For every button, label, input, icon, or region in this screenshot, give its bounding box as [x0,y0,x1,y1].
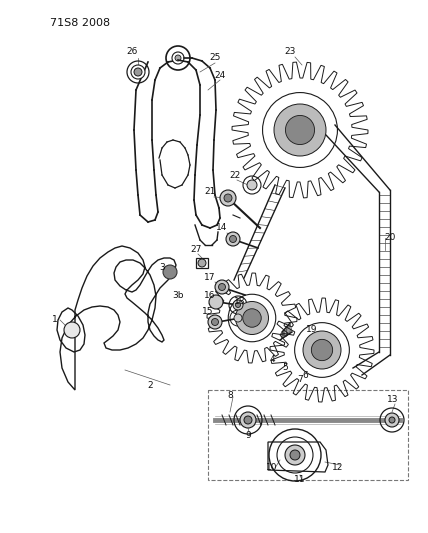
Circle shape [163,265,177,279]
Text: 71S8 2008: 71S8 2008 [50,18,110,28]
Circle shape [233,300,243,310]
Text: 16: 16 [204,290,216,300]
Circle shape [219,284,226,290]
Text: 21: 21 [204,188,216,197]
Text: 2: 2 [147,381,153,390]
Circle shape [244,416,252,424]
Circle shape [311,340,333,361]
Text: 3: 3 [159,263,165,272]
Text: 7: 7 [297,376,303,384]
Text: 26: 26 [126,47,138,56]
Text: 17: 17 [204,273,216,282]
Text: 23: 23 [284,47,296,56]
Circle shape [290,450,300,460]
Circle shape [198,259,206,267]
Circle shape [285,116,315,144]
Text: 12: 12 [332,464,344,472]
Text: 3b: 3b [172,290,184,300]
Circle shape [131,65,145,79]
Circle shape [285,445,305,465]
Circle shape [211,319,219,326]
Text: 15: 15 [202,308,214,317]
Text: 5: 5 [282,364,288,373]
Circle shape [134,68,142,76]
Circle shape [226,232,240,246]
Circle shape [172,52,184,64]
Circle shape [234,314,242,322]
Circle shape [240,412,256,428]
Circle shape [303,331,341,369]
Circle shape [247,180,257,190]
Circle shape [208,315,222,329]
Text: 13: 13 [387,395,399,405]
Circle shape [64,322,80,338]
Circle shape [175,55,181,61]
Text: 8: 8 [227,391,233,400]
Circle shape [209,295,223,309]
Text: 22: 22 [229,171,241,180]
Circle shape [389,417,395,423]
Text: 11: 11 [294,475,306,484]
Circle shape [220,190,236,206]
Text: 1: 1 [52,316,58,325]
Circle shape [229,236,237,243]
Circle shape [274,104,326,156]
Circle shape [243,309,261,327]
Text: 6: 6 [302,370,308,379]
Text: 9: 9 [245,431,251,440]
Text: 20: 20 [384,233,396,243]
Text: 24: 24 [214,70,226,79]
Text: 27: 27 [190,246,202,254]
Circle shape [385,413,399,427]
Circle shape [235,302,268,335]
Circle shape [215,280,229,294]
Text: 4: 4 [269,356,275,365]
Circle shape [235,303,241,308]
Text: 19: 19 [306,326,318,335]
Bar [196,258,208,268]
Text: 18: 18 [234,297,246,306]
Text: 14: 14 [216,223,228,232]
Text: 25: 25 [209,53,221,62]
Circle shape [224,194,232,202]
Text: 10: 10 [266,464,278,472]
